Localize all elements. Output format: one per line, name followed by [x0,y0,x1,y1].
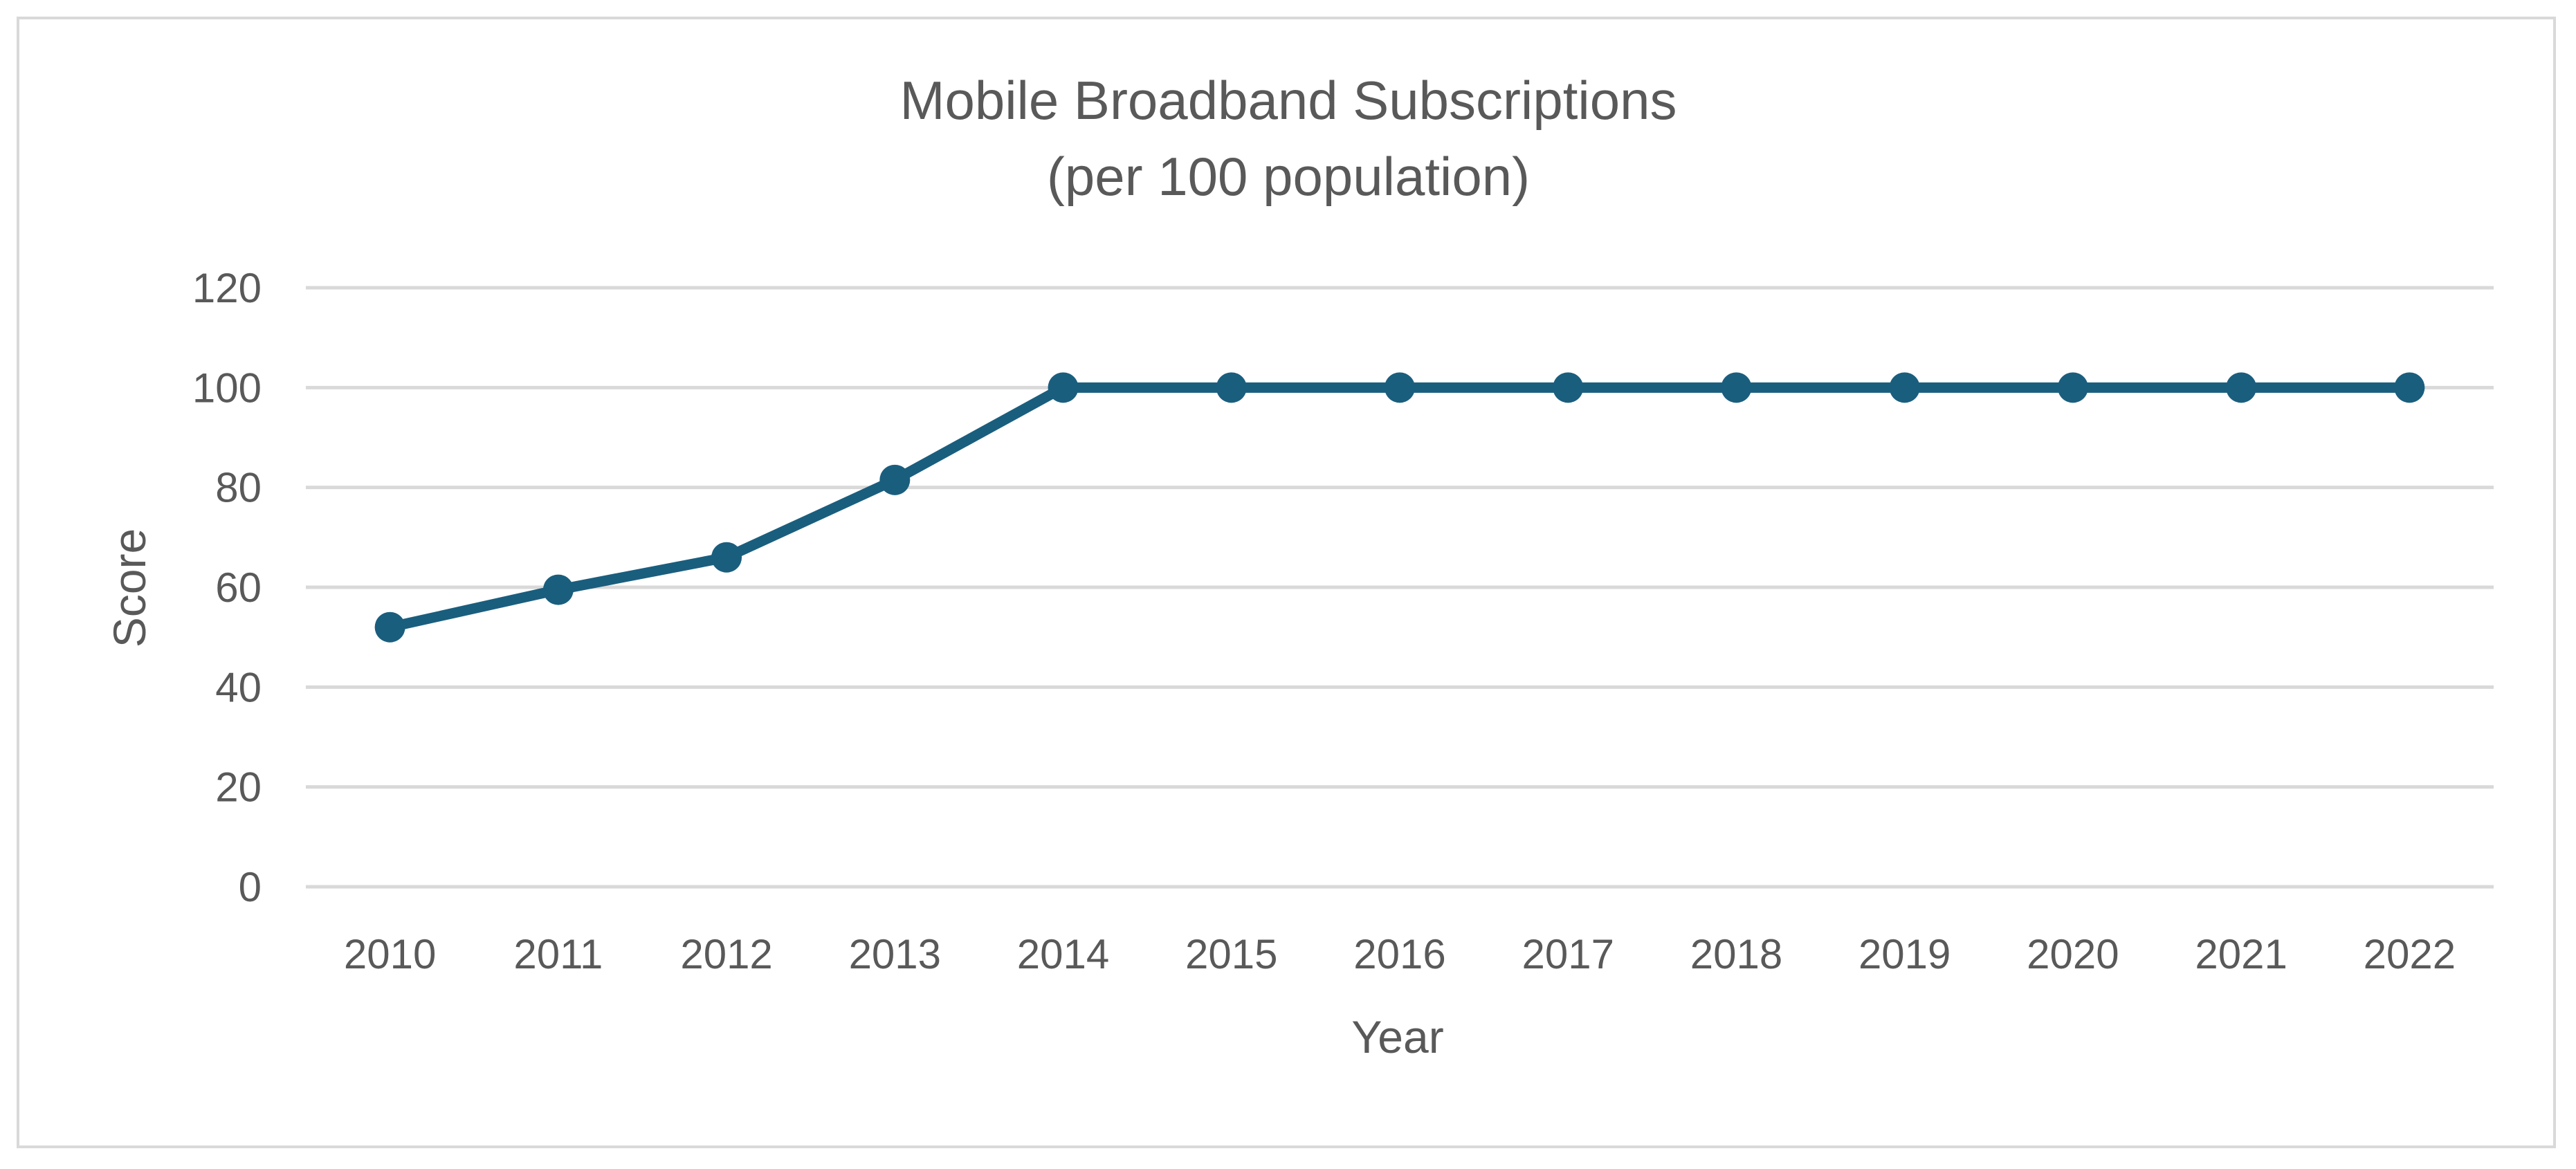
x-tick-label-2022: 2022 [2364,931,2456,977]
data-point-2020 [2057,372,2088,403]
x-axis-ticks: 2010 2011 2012 2013 2014 2015 2016 2017 2018 2019… [344,931,2456,977]
y-tick-label-20: 20 [215,764,262,811]
chart-title: Mobile Broadband Subscriptions [899,70,1677,131]
y-axis-ticks: 0 20 40 60 80 100 120 [192,265,262,910]
x-tick-label-2017: 2017 [1522,931,1614,977]
x-tick-label-2021: 2021 [2195,931,2287,977]
data-point-2016 [1385,372,1415,403]
x-tick-label-2010: 2010 [344,931,436,977]
y-tick-label-40: 40 [215,664,262,710]
data-point-2022 [2394,372,2425,403]
y-tick-label-80: 80 [215,465,262,511]
series-line-0 [385,382,2415,633]
data-point-2019 [1889,372,1920,403]
series-layer [374,372,2425,643]
x-tick-label-2015: 2015 [1185,931,1277,977]
chart-frame [17,17,2556,1148]
y-tick-label-60: 60 [215,564,262,611]
x-tick-label-2013: 2013 [849,931,941,977]
x-tick-label-2018: 2018 [1690,931,1782,977]
x-tick-label-2019: 2019 [1858,931,1951,977]
y-tick-label-0: 0 [239,864,262,910]
x-tick-label-2014: 2014 [1017,931,1109,977]
data-point-2010 [374,611,405,643]
x-tick-label-2011: 2011 [513,931,603,977]
data-point-2017 [1553,372,1584,403]
data-point-2015 [1216,372,1247,403]
y-tick-label-120: 120 [192,265,262,311]
data-point-2011 [542,574,574,605]
x-tick-label-2012: 2012 [680,931,772,977]
chart-subtitle: (per 100 population) [1047,146,1530,207]
y-axis-title: Score [104,528,155,647]
x-tick-label-2020: 2020 [2027,931,2119,977]
data-point-2014 [1048,372,1079,403]
x-tick-label-2016: 2016 [1353,931,1445,977]
data-point-2021 [2226,372,2257,403]
data-point-2013 [879,464,911,495]
data-point-2018 [1721,372,1752,403]
x-axis-title: Year [1351,1011,1443,1062]
y-tick-label-100: 100 [192,365,262,411]
data-point-2012 [711,542,742,573]
